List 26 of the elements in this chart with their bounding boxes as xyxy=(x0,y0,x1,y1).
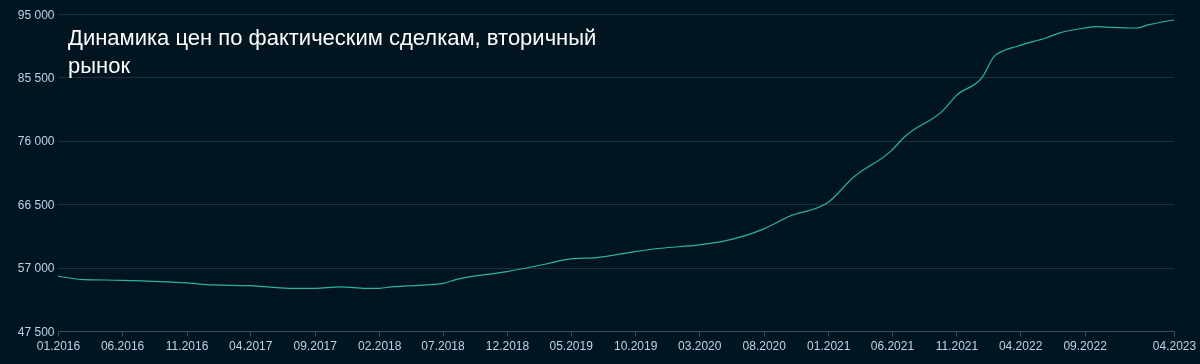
text: Динамика цен по фактическим сделкам, вторичный рынок xyxy=(68,25,597,78)
x-tick-label: 06.2021 xyxy=(870,338,915,353)
y-tick-label: 95 000 xyxy=(17,7,55,22)
x-tick-label: 09.2022 xyxy=(1063,338,1108,353)
x-tick-label: 06.2016 xyxy=(100,338,145,353)
line-series xyxy=(57,19,1175,289)
x-tick-label: 11.2016 xyxy=(165,338,209,353)
y-tick-label: 76 000 xyxy=(17,134,55,149)
x-tick-label: 12.2018 xyxy=(485,338,530,353)
x-tick-label: 05.2019 xyxy=(549,338,594,353)
x-tick-label: 11.2021 xyxy=(935,338,979,353)
x-tick-label: 04.2017 xyxy=(229,338,273,353)
x-tick-label: 10.2019 xyxy=(613,338,658,353)
x-tick-label: 04.2022 xyxy=(998,338,1043,353)
y-tick-label: 57 000 xyxy=(17,261,55,276)
x-tick-label: 01.2016 xyxy=(36,338,81,353)
y-tick-label: 47 500 xyxy=(17,324,55,339)
x-tick-label: 07.2018 xyxy=(421,338,466,353)
x-tick-label: 01.2021 xyxy=(807,338,851,353)
x-tick-label: 04.2023 xyxy=(1152,338,1197,353)
x-tick-label: 03.2020 xyxy=(678,338,722,353)
x-tick-label: 02.2018 xyxy=(358,338,402,353)
x-tick-label: 08.2020 xyxy=(742,338,787,353)
y-tick-label: 85 500 xyxy=(17,70,55,85)
x-tick-label: 09.2017 xyxy=(293,338,338,353)
y-tick-label: 66 500 xyxy=(17,197,55,212)
